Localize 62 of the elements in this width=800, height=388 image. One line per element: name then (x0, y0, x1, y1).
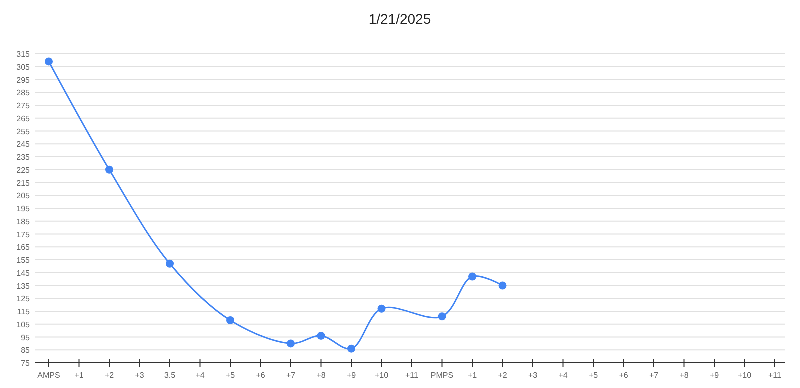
x-tick-label: +5 (588, 371, 599, 380)
y-tick-label: 315 (16, 50, 31, 59)
x-tick-label: +7 (286, 371, 296, 380)
x-tick-label: +8 (680, 371, 690, 380)
y-tick-label: 195 (16, 204, 31, 214)
point (287, 340, 295, 348)
y-tick-label: 215 (16, 178, 31, 188)
y-tick-label: 135 (16, 282, 31, 291)
point (166, 260, 174, 268)
y-tick-label: 245 (16, 140, 31, 150)
y-tick-label: 205 (16, 192, 31, 201)
y-tick-label: 285 (16, 88, 31, 98)
x-tick-label: +3 (528, 371, 538, 380)
y-tick-label: 275 (16, 102, 31, 110)
x-tick-label: +4 (558, 371, 568, 380)
x-tick-label: +11 (406, 371, 420, 380)
x-tick-label: +4 (196, 371, 206, 380)
y-tick-label: 85 (21, 346, 31, 356)
point (378, 304, 386, 313)
x-tick-label: +11 (768, 371, 782, 380)
x-tick-label: +10 (374, 371, 390, 380)
y-tick-label: 115 (17, 308, 31, 316)
point (468, 272, 476, 281)
y-tick-label: 145 (16, 268, 31, 278)
y-tick-label: 305 (16, 62, 31, 72)
point (498, 282, 507, 290)
point (106, 166, 114, 174)
point (317, 332, 326, 340)
x-tick-label: +9 (710, 371, 720, 380)
x-tick-label: +2 (498, 371, 508, 380)
y-tick-label: 125 (16, 294, 31, 304)
y-tick-label: 295 (16, 76, 31, 85)
y-tick-label: 265 (16, 114, 31, 124)
x-tick-label: +7 (649, 371, 660, 380)
y-tick-label: 185 (16, 217, 31, 226)
x-tick-label: +6 (256, 371, 266, 380)
x-tick-label: +6 (619, 371, 629, 380)
y-tick-label: 95 (21, 333, 31, 342)
x-tick-label: +1 (468, 371, 478, 380)
y-tick-label: 175 (16, 230, 31, 240)
point (348, 344, 356, 353)
point (438, 312, 446, 321)
y-tick-label: 255 (16, 127, 31, 136)
y-tick-label: 225 (16, 166, 31, 175)
x-tick-label: AMPS (38, 371, 60, 380)
y-tick-label: 75 (21, 359, 31, 368)
x-tick-label: +8 (316, 371, 326, 380)
x-tick-label: +5 (226, 371, 236, 380)
point (45, 58, 53, 66)
x-tick-label: 3.5 (164, 371, 176, 380)
x-tick-label: +1 (74, 371, 84, 380)
y-tick-label: 165 (16, 243, 31, 252)
y-tick-label: 105 (16, 320, 31, 330)
y-tick-label: 155 (16, 256, 31, 265)
x-tick-label: +3 (135, 371, 145, 380)
point (226, 316, 234, 325)
x-tick-label: +2 (104, 371, 115, 380)
chart-title: 1/21/2025 (368, 11, 432, 27)
x-tick-label: +9 (346, 371, 357, 380)
x-tick-label: +10 (738, 371, 752, 380)
x-tick-label: PMPS (430, 371, 454, 380)
y-tick-label: 235 (16, 153, 31, 162)
